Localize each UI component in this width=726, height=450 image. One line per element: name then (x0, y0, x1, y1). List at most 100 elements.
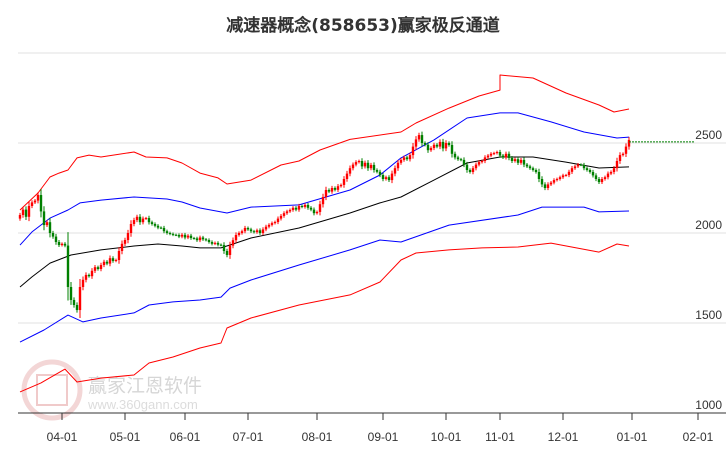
candle-body (162, 227, 166, 232)
candle-body (504, 153, 508, 158)
candle-body (459, 159, 463, 161)
candle-body (600, 179, 604, 183)
candle-body (585, 168, 589, 170)
candle-body (519, 159, 523, 163)
candle-body (516, 159, 520, 163)
candle-body (576, 164, 580, 167)
candle-body (447, 143, 451, 145)
candle-body (471, 168, 475, 172)
candle-body (108, 258, 112, 264)
candle-body (261, 229, 265, 233)
candle-body (414, 139, 418, 147)
candle-body (57, 242, 61, 246)
candle-body (567, 171, 571, 176)
candle-body (591, 171, 595, 176)
candle-body (357, 161, 361, 163)
candle-body (276, 218, 280, 223)
x-tick-label: 05-01 (110, 430, 141, 444)
candle-body (291, 207, 295, 210)
candle-body (387, 177, 391, 181)
candle-body (111, 258, 115, 261)
candle-body (279, 215, 283, 219)
candle-body (573, 166, 577, 169)
candle-body (216, 242, 220, 245)
candle-body (336, 186, 340, 190)
candle-body (327, 189, 331, 192)
candle-body (582, 164, 586, 169)
candle-body (255, 230, 259, 233)
watermark-seal-icon (21, 359, 83, 421)
candle-body (306, 204, 310, 208)
x-tick-label: 02-01 (683, 430, 714, 444)
candle-body (408, 155, 412, 160)
candle-body (426, 144, 430, 151)
candle-body (495, 152, 499, 154)
candle-body (492, 153, 496, 155)
candle-body (303, 204, 307, 207)
y-tick-label: 1500 (695, 308, 722, 322)
candle-body (441, 141, 445, 149)
watermark-seal-box (36, 374, 68, 406)
candle-body (627, 139, 631, 147)
candle-body (330, 188, 334, 192)
candle-body (27, 206, 31, 217)
gridlines (18, 52, 726, 324)
candle-body (141, 218, 145, 223)
candle-body (222, 245, 226, 251)
candle-body (165, 231, 169, 233)
candle-body (549, 182, 553, 185)
candle-body (189, 235, 193, 239)
candle-body (420, 135, 424, 143)
candle-body (270, 223, 274, 225)
candle-body (81, 279, 85, 287)
x-tick-label: 12-01 (548, 430, 579, 444)
candle-body (369, 164, 373, 169)
candle-body (264, 226, 268, 230)
candle-body (33, 200, 37, 203)
candle-body (240, 231, 244, 233)
candle-body (429, 148, 433, 151)
candle-body (498, 152, 502, 156)
candle-body (252, 231, 256, 233)
chart-title: 减速器概念(858653)赢家极反通道 (226, 15, 500, 36)
candle-body (288, 209, 292, 212)
candle-body (534, 170, 538, 172)
candle-body (243, 227, 247, 232)
candle-body (69, 287, 73, 300)
candle-body (543, 184, 547, 188)
candle-body (402, 157, 406, 160)
candle-body (75, 305, 79, 311)
candle-body (558, 177, 562, 179)
candle-body (225, 251, 229, 255)
candle-body (540, 179, 544, 185)
candle-body (354, 162, 358, 165)
band-upper-inner (19, 112, 630, 246)
candle-body (525, 164, 529, 167)
candle-body (126, 233, 130, 241)
y-tick-label: 1000 (695, 398, 722, 412)
candle-body (450, 144, 454, 154)
candle-body (36, 195, 40, 201)
candle-body (483, 157, 487, 161)
candle-body (60, 243, 64, 246)
candle-body (531, 168, 535, 170)
candle-body (453, 153, 457, 158)
candle-body (48, 222, 52, 233)
candle-body (456, 157, 460, 160)
candle-body (24, 209, 28, 217)
x-tick-label: 11-01 (485, 430, 515, 444)
candle-body (552, 180, 556, 183)
candle-body (474, 164, 478, 169)
candle-body (300, 206, 304, 207)
candle-body (528, 166, 532, 169)
candle-body (234, 234, 238, 241)
band-lower-inner (19, 206, 630, 343)
x-tick-label: 06-01 (170, 430, 201, 444)
candle-body (282, 213, 286, 216)
candle-body (144, 218, 148, 220)
candle-body (537, 171, 541, 179)
x-tick-label: 04-01 (47, 430, 78, 444)
candle-body (285, 211, 289, 214)
band-lower-outer (19, 242, 630, 393)
x-tick-label: 10-01 (431, 430, 462, 444)
